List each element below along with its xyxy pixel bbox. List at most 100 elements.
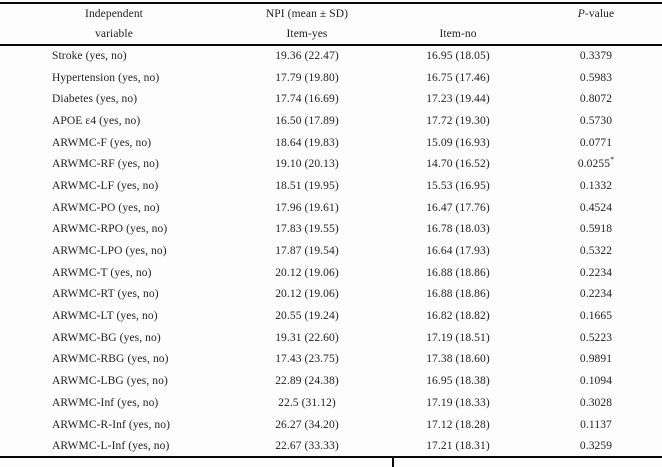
- cell-item-yes: 20.12 (19.06): [275, 288, 339, 301]
- cell-item-yes: 17.83 (19.55): [275, 223, 339, 236]
- cell-p-value: 0.2234: [579, 288, 613, 301]
- table-row: ARWMC-T (yes, no) 20.12 (19.06) 16.88 (18.…: [0, 262, 662, 284]
- table-row: ARWMC-PO (yes, no) 17.96 (19.61) 16.47 (17…: [0, 197, 662, 219]
- significance-asterisk: *: [610, 155, 615, 165]
- cell-item-no: 16.88 (18.86): [426, 288, 490, 301]
- cell-item-no: 16.78 (18.03): [426, 223, 490, 236]
- cell-independent-variable: Diabetes (yes, no): [52, 93, 138, 106]
- cell-item-no: 17.38 (18.60): [426, 353, 490, 366]
- cell-item-yes: 17.43 (23.75): [275, 353, 339, 366]
- cell-p-value: 0.3028: [579, 396, 613, 409]
- cell-independent-variable: ARWMC-LPO (yes, no): [52, 245, 167, 258]
- header-spacer: [386, 3, 530, 24]
- cell-item-yes: 17.96 (19.61): [275, 201, 339, 214]
- table-row: ARWMC-R-Inf (yes, no) 26.27 (34.20) 17.12 …: [0, 414, 662, 436]
- header-variable: variable: [95, 28, 133, 40]
- cell-independent-variable: ARWMC-T (yes, no): [52, 266, 152, 279]
- cell-independent-variable: ARWMC-RT (yes, no): [52, 288, 159, 301]
- cell-p-value: 0.0255*: [577, 155, 615, 171]
- column-border-tick: [392, 458, 394, 467]
- cell-p-value: 0.4524: [579, 201, 613, 214]
- cell-item-no: 17.21 (18.31): [426, 439, 490, 452]
- cell-item-no: 16.95 (18.38): [426, 375, 490, 388]
- cell-independent-variable: ARWMC-L-Inf (yes, no): [52, 439, 170, 452]
- cell-item-no: 16.88 (18.86): [426, 266, 490, 279]
- cell-item-no: 17.23 (19.44): [426, 93, 490, 106]
- cell-p-value: 0.8072: [579, 93, 613, 106]
- cell-independent-variable: Stroke (yes, no): [52, 50, 127, 63]
- cell-p-value: 0.1137: [580, 418, 612, 431]
- cell-item-no: 17.19 (18.33): [426, 396, 490, 409]
- cell-independent-variable: ARWMC-RF (yes, no): [52, 158, 159, 171]
- table-row: Stroke (yes, no) 19.36 (22.47) 16.95 (18.0…: [0, 45, 662, 67]
- cell-item-yes: 17.79 (19.80): [275, 71, 339, 84]
- cell-p-value: 0.5730: [579, 114, 613, 127]
- cell-item-yes: 22.5 (31.12): [278, 396, 336, 409]
- cell-item-no: 15.53 (16.95): [426, 179, 490, 192]
- cell-independent-variable: ARWMC-LT (yes, no): [52, 310, 158, 323]
- cell-independent-variable: ARWMC-Inf (yes, no): [52, 396, 159, 409]
- cell-p-value: 0.1665: [579, 310, 613, 323]
- cell-item-yes: 18.51 (19.95): [275, 179, 339, 192]
- table-row: ARWMC-LF (yes, no) 18.51 (19.95) 15.53 (16…: [0, 175, 662, 197]
- table-row: ARWMC-L-Inf (yes, no) 22.67 (33.33) 17.21 …: [0, 435, 662, 457]
- header-spacer: [530, 24, 662, 45]
- cell-item-no: 16.47 (17.76): [426, 201, 490, 214]
- cell-p-value: 0.9891: [579, 353, 613, 366]
- cell-item-yes: 17.87 (19.54): [275, 245, 339, 258]
- cell-item-no: 16.75 (17.46): [426, 71, 490, 84]
- cell-independent-variable: ARWMC-LF (yes, no): [52, 179, 159, 192]
- table-row: ARWMC-F (yes, no) 18.64 (19.83) 15.09 (16.…: [0, 132, 662, 154]
- cell-p-value: 0.5983: [579, 71, 613, 84]
- cell-p-value: 0.5322: [579, 245, 613, 258]
- cell-p-value: 0.2234: [579, 266, 613, 279]
- cell-item-no: 17.12 (18.28): [426, 418, 490, 431]
- cell-item-yes: 20.55 (19.24): [275, 310, 339, 323]
- header-independent: Independent: [85, 8, 143, 20]
- cell-independent-variable: ARWMC-R-Inf (yes, no): [52, 418, 171, 431]
- cell-independent-variable: ARWMC-PO (yes, no): [52, 201, 160, 214]
- cell-p-value: 0.3259: [579, 439, 613, 452]
- table-row: Diabetes (yes, no) 17.74 (16.69) 17.23 (19…: [0, 88, 662, 110]
- header-p-value: P-value: [530, 3, 662, 24]
- cell-p-value: 0.5223: [579, 331, 613, 344]
- cell-independent-variable: APOE ε4 (yes, no): [52, 114, 141, 127]
- table-row: ARWMC-RPO (yes, no) 17.83 (19.55) 16.78 (1…: [0, 219, 662, 241]
- cell-item-yes: 17.74 (16.69): [275, 93, 339, 106]
- cell-item-no: 17.19 (18.51): [426, 331, 490, 344]
- table-row: ARWMC-LT (yes, no) 20.55 (19.24) 16.82 (18…: [0, 305, 662, 327]
- cell-item-yes: 19.10 (20.13): [275, 158, 339, 171]
- cell-item-no: 16.95 (18.05): [426, 50, 490, 63]
- cell-item-yes: 19.36 (22.47): [275, 50, 339, 63]
- cell-item-yes: 22.67 (33.33): [275, 439, 339, 452]
- header-row-1: Independent NPI (mean ± SD) P-value: [0, 3, 662, 24]
- cell-p-value: 0.1332: [579, 179, 613, 192]
- cell-independent-variable: ARWMC-LBG (yes, no): [52, 375, 168, 388]
- cell-p-value: 0.3379: [579, 50, 613, 63]
- p-value-suffix: -value: [584, 8, 615, 20]
- table-row: ARWMC-LBG (yes, no) 22.89 (24.38) 16.95 (1…: [0, 370, 662, 392]
- header-item-no: Item-no: [439, 28, 477, 40]
- table-row: ARWMC-LPO (yes, no) 17.87 (19.54) 16.64 (1…: [0, 240, 662, 262]
- cell-independent-variable: ARWMC-RBG (yes, no): [52, 353, 169, 366]
- table-row: ARWMC-RF (yes, no) 19.10 (20.13) 14.70 (16…: [0, 153, 662, 175]
- cell-independent-variable: ARWMC-F (yes, no): [52, 136, 152, 149]
- cell-item-yes: 20.12 (19.06): [275, 266, 339, 279]
- table-row: ARWMC-BG (yes, no) 19.31 (22.60) 17.19 (18…: [0, 327, 662, 349]
- cell-item-yes: 19.31 (22.60): [275, 331, 339, 344]
- header-row-2: variable Item-yes Item-no: [0, 24, 662, 45]
- table-row: Hypertension (yes, no) 17.79 (19.80) 16.75…: [0, 67, 662, 89]
- table-row: APOE ε4 (yes, no) 16.50 (17.89) 17.72 (19.…: [0, 110, 662, 132]
- table-header: Independent NPI (mean ± SD) P-value vari…: [0, 3, 662, 45]
- cell-item-yes: 26.27 (34.20): [275, 418, 339, 431]
- table-body: Stroke (yes, no) 19.36 (22.47) 16.95 (18.0…: [0, 45, 662, 457]
- table-row: ARWMC-RBG (yes, no) 17.43 (23.75) 17.38 (1…: [0, 349, 662, 371]
- cell-p-value: 0.1094: [579, 375, 613, 388]
- npi-statistics-table: Independent NPI (mean ± SD) P-value vari…: [0, 2, 662, 459]
- cell-item-no: 14.70 (16.52): [426, 158, 490, 171]
- cell-item-yes: 18.64 (19.83): [275, 136, 339, 149]
- header-npi-group: NPI (mean ± SD): [265, 8, 349, 20]
- table-row: ARWMC-RT (yes, no) 20.12 (19.06) 16.88 (18…: [0, 284, 662, 306]
- cell-item-no: 17.72 (19.30): [426, 114, 490, 127]
